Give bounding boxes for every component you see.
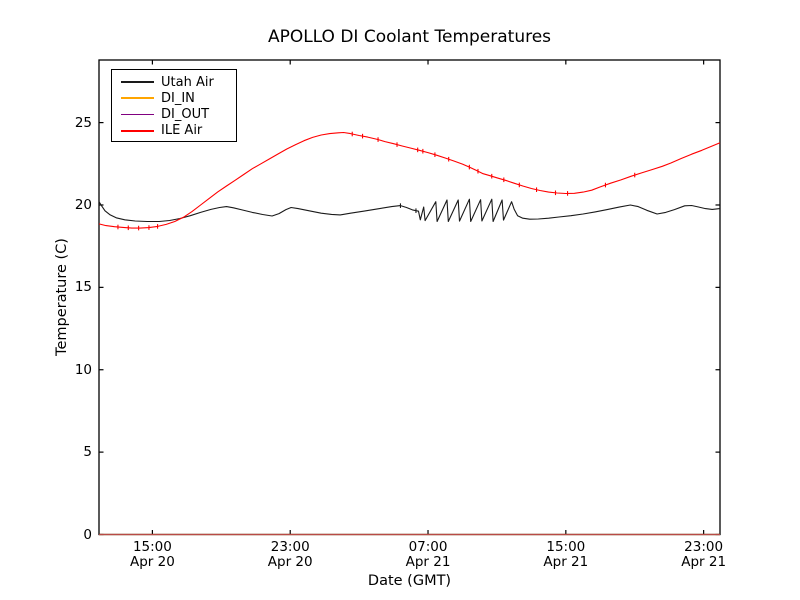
series-line-utah-air — [98, 198, 721, 223]
x-tick-time: 07:00 — [408, 539, 448, 555]
legend: Utah Air DI_IN DI_OUT ILE Air — [111, 69, 237, 142]
legend-label-di-in: DI_IN — [161, 90, 195, 106]
x-tick-label: 07:00 Apr 21 — [380, 540, 476, 570]
x-tick-time: 15:00 — [546, 539, 586, 555]
x-tick-time: 23:00 — [684, 539, 724, 555]
legend-line-di-in — [121, 97, 154, 100]
legend-line-di-out — [121, 113, 154, 116]
legend-label-utah-air: Utah Air — [161, 74, 214, 90]
x-tick-label: 15:00 Apr 21 — [518, 540, 614, 570]
series-line-ile-air — [98, 131, 721, 229]
legend-line-utah-air — [121, 81, 154, 83]
legend-item-di-in: DI_IN — [112, 90, 236, 106]
x-tick-date: Apr 21 — [681, 554, 727, 570]
y-tick-label: 0 — [83, 526, 92, 543]
y-tick-label: 10 — [74, 361, 92, 378]
x-tick-date: Apr 21 — [405, 554, 451, 570]
x-tick-date: Apr 20 — [129, 554, 175, 570]
y-tick-label: 25 — [74, 114, 92, 131]
y-tick-label: 5 — [83, 444, 92, 461]
legend-item-ile-air: ILE Air — [112, 123, 236, 139]
legend-label-ile-air: ILE Air — [161, 123, 203, 139]
legend-item-di-out: DI_OUT — [112, 106, 236, 122]
y-axis-label: Temperature (C) — [54, 238, 70, 356]
chart-title: APOLLO DI Coolant Temperatures — [267, 27, 552, 47]
x-tick-date: Apr 21 — [543, 554, 589, 570]
x-tick-label: 23:00 Apr 20 — [242, 540, 338, 570]
y-tick-label: 15 — [74, 279, 92, 296]
x-tick-label: 23:00 Apr 21 — [656, 540, 752, 570]
x-tick-label: 15:00 Apr 20 — [104, 540, 200, 570]
x-tick-date: Apr 20 — [267, 554, 313, 570]
x-tick-time: 15:00 — [132, 539, 172, 555]
x-axis-label: Date (GMT) — [367, 573, 452, 589]
x-tick-time: 23:00 — [270, 539, 310, 555]
legend-item-utah-air: Utah Air — [112, 74, 236, 90]
legend-label-di-out: DI_OUT — [161, 106, 210, 122]
legend-line-ile-air — [121, 129, 154, 132]
y-tick-label: 20 — [74, 196, 92, 213]
